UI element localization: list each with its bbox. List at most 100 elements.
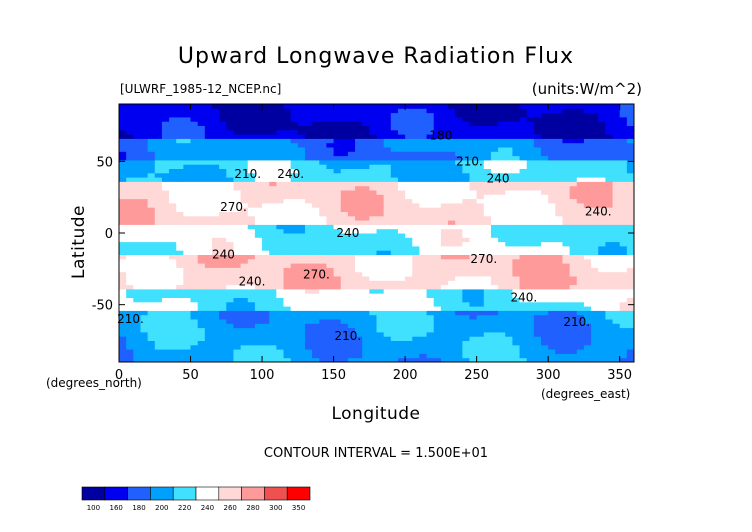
heatmap-cell (541, 271, 549, 277)
heatmap-cell (119, 340, 127, 346)
heatmap-cell (183, 258, 192, 264)
heatmap-cell (326, 314, 335, 320)
heatmap-cell (226, 319, 234, 324)
heatmap-cell (119, 306, 127, 311)
heatmap-cell (548, 323, 556, 329)
heatmap-cell (369, 224, 377, 230)
heatmap-cell (319, 353, 327, 359)
heatmap-cell (505, 228, 513, 234)
heatmap-cell (226, 271, 234, 277)
heatmap-cell (383, 314, 392, 320)
heatmap-cell (276, 323, 285, 329)
heatmap-cell (140, 190, 149, 195)
heatmap-cell (140, 241, 149, 247)
heatmap-cell (140, 237, 149, 243)
heatmap-cell (362, 331, 370, 337)
heatmap-cell (133, 125, 141, 131)
heatmap-cell (333, 319, 342, 324)
heatmap-cell (419, 168, 428, 174)
heatmap-cell (605, 271, 614, 277)
heatmap-cell (226, 142, 234, 148)
heatmap-cell (376, 349, 385, 354)
heatmap-cell (412, 293, 420, 298)
heatmap-cell (326, 172, 335, 178)
heatmap-cell (219, 207, 227, 212)
heatmap-cell (326, 142, 335, 148)
heatmap-cell (405, 327, 413, 333)
heatmap-cell (583, 288, 592, 294)
heatmap-cell (355, 288, 363, 294)
heatmap-cell (533, 194, 542, 200)
heatmap-cell (598, 134, 606, 139)
heatmap-cell (290, 125, 299, 131)
heatmap-cell (197, 121, 206, 126)
heatmap-cell (598, 211, 606, 217)
heatmap-cell (240, 155, 249, 161)
heatmap-cell (612, 104, 621, 109)
heatmap-cell (262, 211, 270, 217)
heatmap-cell (397, 211, 406, 217)
contour-label: 240. (277, 167, 304, 181)
heatmap-cell (483, 224, 492, 230)
heatmap-cell (147, 220, 156, 225)
heatmap-cell (147, 327, 156, 333)
heatmap-cell (426, 245, 435, 251)
heatmap-cell (455, 340, 463, 346)
heatmap-cell (154, 336, 163, 341)
heatmap-cell (569, 129, 578, 135)
heatmap-cell (448, 353, 456, 359)
heatmap-cell (605, 301, 614, 307)
heatmap-cell (469, 220, 478, 225)
heatmap-cell (183, 112, 192, 118)
heatmap-cell (562, 228, 571, 234)
heatmap-cell (605, 159, 614, 165)
heatmap-cell (219, 228, 227, 234)
heatmap-cell (412, 241, 420, 247)
heatmap-cell (612, 185, 621, 191)
heatmap-cell (262, 331, 270, 337)
heatmap-cell (626, 215, 635, 221)
heatmap-cell (312, 104, 320, 109)
heatmap-cell (355, 263, 363, 268)
heatmap-cell (333, 310, 342, 316)
heatmap-cell (455, 271, 463, 277)
heatmap-cell (555, 340, 563, 346)
heatmap-cell (176, 344, 184, 350)
heatmap-cell (319, 172, 327, 178)
heatmap-cell (369, 129, 377, 135)
heatmap-cell (412, 228, 420, 234)
heatmap-cell (541, 129, 549, 135)
heatmap-cell (240, 267, 249, 273)
heatmap-cell (512, 215, 521, 221)
heatmap-cell (390, 194, 399, 200)
heatmap-cell (204, 116, 213, 122)
heatmap-cell (362, 116, 370, 122)
heatmap-cell (269, 168, 277, 174)
heatmap-cell (383, 267, 392, 273)
heatmap-cell (448, 129, 456, 135)
heatmap-cell (390, 172, 399, 178)
heatmap-cell (126, 327, 134, 333)
heatmap-cell (483, 125, 492, 131)
heatmap-cell (347, 112, 356, 118)
heatmap-cell (555, 194, 563, 200)
heatmap-cell (448, 168, 456, 174)
heatmap-cell (576, 357, 585, 363)
heatmap-cell (383, 293, 392, 298)
heatmap-cell (283, 331, 292, 337)
heatmap-cell (548, 293, 556, 298)
heatmap-cell (519, 293, 528, 298)
heatmap-cell (119, 112, 127, 118)
heatmap-cell (376, 336, 385, 341)
heatmap-cell (319, 288, 327, 294)
heatmap-cell (433, 267, 442, 273)
heatmap-cell (626, 155, 635, 161)
heatmap-cell (555, 181, 563, 187)
heatmap-cell (405, 233, 413, 238)
heatmap-cell (383, 271, 392, 277)
heatmap-cell (333, 258, 342, 264)
heatmap-cell (383, 245, 392, 251)
heatmap-cell (519, 258, 528, 264)
heatmap-cell (397, 198, 406, 204)
heatmap-cell (126, 155, 134, 161)
